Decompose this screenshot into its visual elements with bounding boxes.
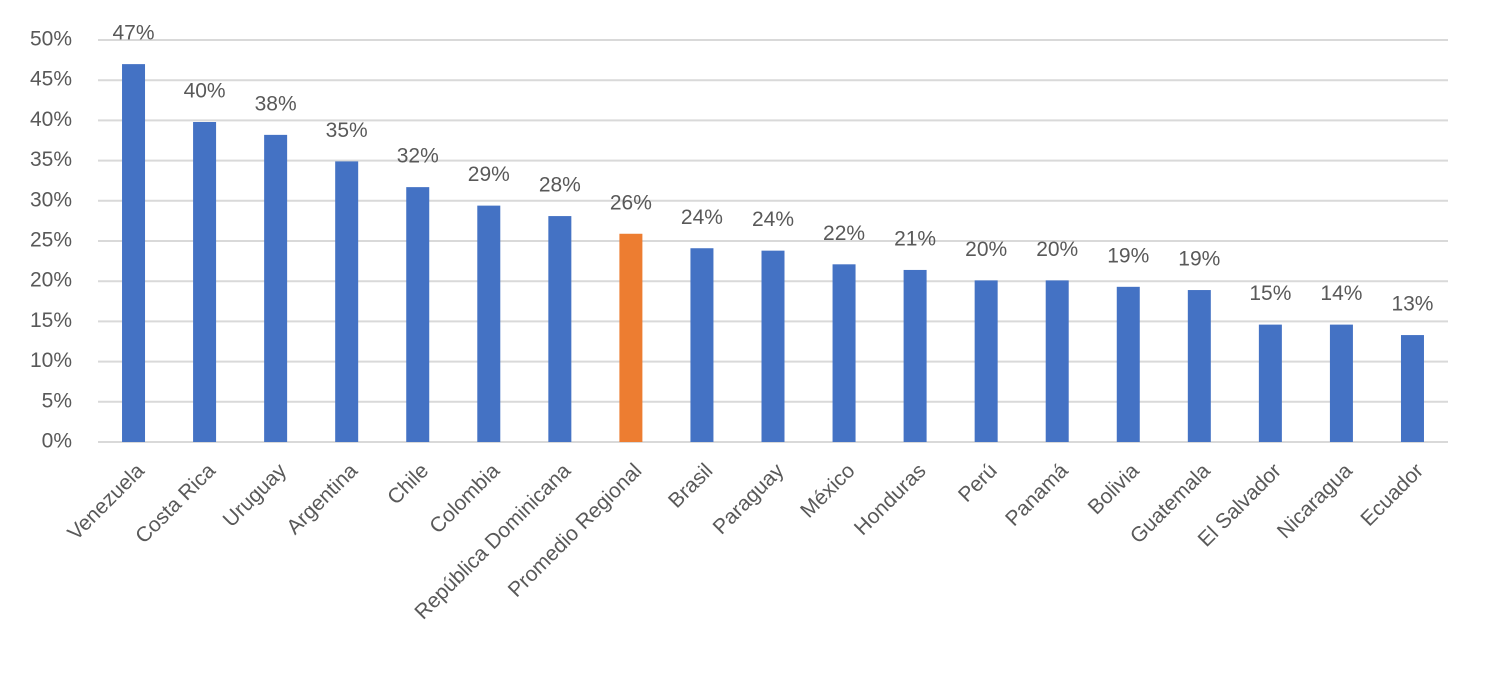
bar <box>406 187 430 442</box>
bar <box>832 264 856 442</box>
value-label: 38% <box>255 92 297 115</box>
bar <box>122 64 146 443</box>
bar <box>1187 290 1211 442</box>
bar <box>1045 280 1069 442</box>
bar <box>264 134 288 442</box>
y-tick-label: 20% <box>30 269 72 292</box>
x-tick-label: Perú <box>954 459 1002 507</box>
bar <box>477 205 501 442</box>
value-label: 19% <box>1107 244 1149 267</box>
bar <box>690 248 714 442</box>
value-label: 20% <box>1036 238 1078 261</box>
bar <box>1400 335 1424 442</box>
x-tick-label: Ecuador <box>1356 459 1428 531</box>
value-label: 13% <box>1391 293 1433 316</box>
x-tick-label: Nicaragua <box>1273 459 1357 543</box>
value-label: 24% <box>752 208 794 231</box>
value-label: 20% <box>965 238 1007 261</box>
value-label: 32% <box>397 145 439 168</box>
y-tick-label: 45% <box>30 68 72 91</box>
bar <box>548 216 572 442</box>
bar <box>619 233 643 442</box>
value-label: 40% <box>184 80 226 103</box>
x-tick-label: Honduras <box>850 459 931 540</box>
value-label: 19% <box>1178 248 1220 271</box>
value-label: 28% <box>539 174 581 197</box>
x-tick-label: México <box>796 459 859 522</box>
bar <box>761 250 785 442</box>
value-label: 21% <box>894 227 936 250</box>
value-label: 29% <box>468 163 510 186</box>
x-tick-label: Promedio Regional <box>504 459 647 602</box>
x-tick-label: Bolivia <box>1084 459 1144 519</box>
bar <box>903 269 927 442</box>
bar <box>193 122 217 443</box>
y-tick-label: 5% <box>42 389 72 412</box>
y-tick-label: 10% <box>30 349 72 372</box>
value-label: 26% <box>610 191 652 214</box>
y-tick-label: 0% <box>42 430 72 453</box>
x-tick-label: Chile <box>383 459 433 509</box>
value-label: 15% <box>1249 282 1291 305</box>
value-label: 35% <box>326 119 368 142</box>
y-tick-label: 50% <box>30 28 72 51</box>
y-tick-label: 15% <box>30 309 72 332</box>
x-tick-label: Uruguay <box>219 459 292 532</box>
bar <box>1116 286 1140 442</box>
bar <box>974 280 998 442</box>
x-tick-label: Paraguay <box>709 459 789 539</box>
value-label: 14% <box>1320 282 1362 305</box>
value-label: 22% <box>823 222 865 245</box>
bar <box>1258 324 1282 442</box>
x-tick-label: Argentina <box>282 459 362 539</box>
y-tick-label: 25% <box>30 229 72 252</box>
value-label: 47% <box>113 22 155 45</box>
y-tick-label: 30% <box>30 188 72 211</box>
x-tick-label: Brasil <box>664 459 717 512</box>
value-label: 24% <box>681 206 723 229</box>
bar <box>1329 324 1353 442</box>
y-tick-label: 40% <box>30 108 72 131</box>
y-tick-label: 35% <box>30 148 72 171</box>
bar <box>335 161 359 443</box>
x-tick-label: Panamá <box>1001 459 1073 531</box>
